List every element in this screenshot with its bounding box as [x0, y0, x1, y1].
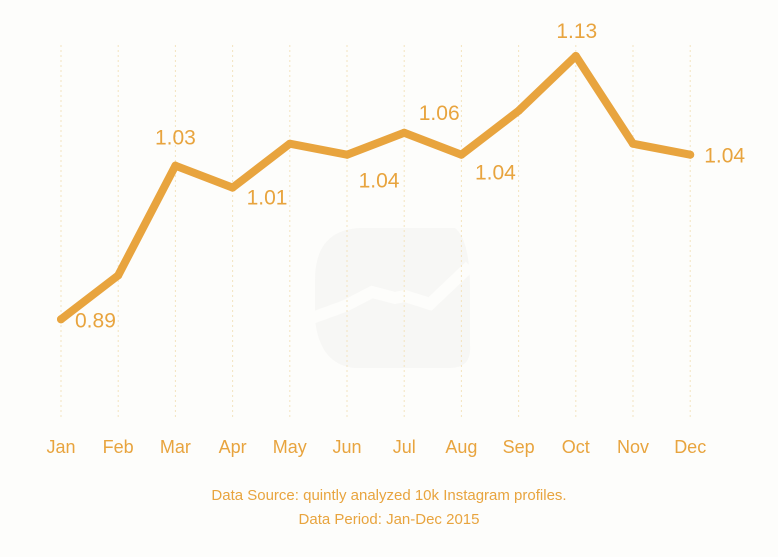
data-labels: 0.89 1.03 1.01 1.04 1.06 1.04 1.13 1.04 — [75, 20, 745, 332]
data-label-mar: 1.03 — [155, 127, 196, 150]
footer-data-source: Data Source: quintly analyzed 10k Instag… — [211, 487, 567, 504]
series-lines — [57, 51, 695, 324]
x-tick-label-dec: Dec — [674, 437, 706, 457]
x-tick-label-apr: Apr — [219, 437, 247, 457]
data-point-dec — [686, 150, 695, 159]
series-line — [57, 51, 695, 324]
data-point-apr — [228, 183, 237, 192]
data-label-dec: 1.04 — [704, 145, 745, 168]
data-point-feb — [114, 271, 123, 280]
x-tick-label-oct: Oct — [562, 437, 590, 457]
data-label-oct: 1.13 — [556, 20, 597, 43]
x-tick-label-jun: Jun — [332, 437, 361, 457]
data-label-jun: 1.04 — [359, 170, 400, 193]
data-label-jul: 1.06 — [419, 102, 460, 125]
data-point-aug — [457, 150, 466, 159]
x-tick-label-jul: Jul — [393, 437, 416, 457]
x-tick-label-sep: Sep — [503, 437, 535, 457]
data-point-mar — [171, 161, 180, 170]
data-point-jan — [57, 315, 65, 324]
data-point-jul — [400, 128, 409, 137]
data-point-sep — [514, 106, 523, 115]
data-label-aug: 1.04 — [475, 162, 516, 185]
data-point-jun — [343, 150, 351, 159]
x-axis-tick-labels: Jan Feb Mar Apr May Jun Jul Aug Sep Oct Nov Dec — [46, 437, 706, 457]
data-point-oct — [571, 51, 580, 60]
watermark-logo — [309, 228, 475, 368]
footer-data-period: Data Period: Jan-Dec 2015 — [298, 511, 480, 528]
gridlines — [60, 45, 691, 418]
data-point-nov — [629, 139, 637, 148]
x-tick-label-jan: Jan — [46, 437, 75, 457]
x-tick-label-nov: Nov — [617, 437, 649, 457]
data-label-jan: 0.89 — [75, 309, 116, 332]
data-point-may — [285, 139, 294, 148]
data-label-apr: 1.01 — [247, 187, 288, 210]
x-tick-label-mar: Mar — [160, 437, 191, 457]
x-tick-label-aug: Aug — [445, 437, 477, 457]
x-tick-label-may: May — [273, 437, 307, 457]
x-tick-label-feb: Feb — [103, 437, 134, 457]
